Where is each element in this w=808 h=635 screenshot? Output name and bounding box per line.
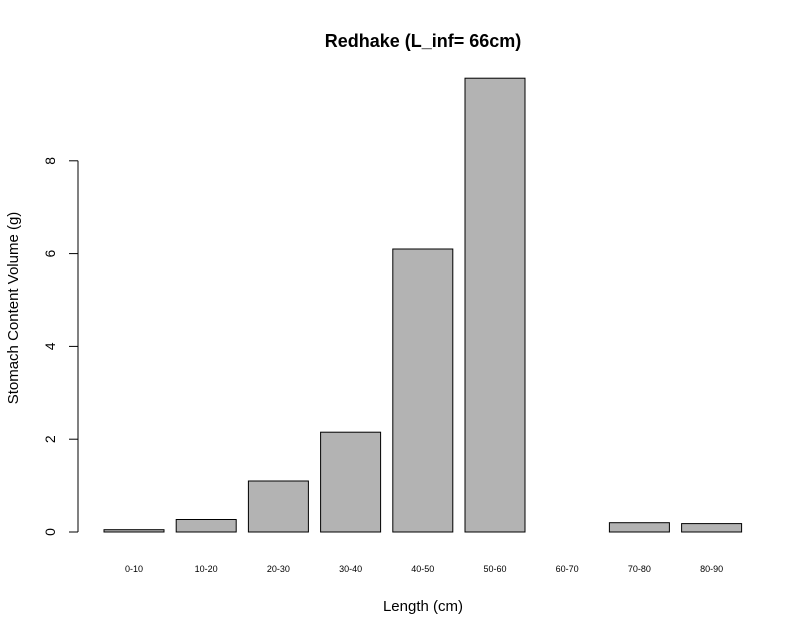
y-tick-label: 0 [42, 528, 58, 536]
y-axis: 0 2 4 6 8 [42, 157, 79, 536]
y-tick-label: 8 [42, 157, 58, 165]
x-axis-label: Length (cm) [383, 598, 463, 615]
x-tick-label: 20-30 [267, 564, 290, 574]
bar-50-60 [464, 77, 526, 533]
x-tick-label: 70-80 [628, 564, 651, 574]
x-tick-label: 80-90 [700, 564, 723, 574]
bar-40-50 [392, 248, 454, 533]
x-tick-label: 50-60 [483, 564, 506, 574]
y-tick-label: 6 [42, 249, 58, 257]
bar-70-80 [608, 522, 670, 533]
y-tick-label: 4 [42, 342, 58, 350]
bars [103, 77, 743, 533]
bar-30-40 [320, 431, 382, 533]
chart-title: Redhake (L_inf= 66cm) [325, 31, 522, 51]
bar-0-10 [103, 529, 165, 533]
x-tick-label: 0-10 [125, 564, 143, 574]
y-tick-label: 2 [42, 435, 58, 443]
bar-80-90 [681, 523, 743, 533]
bar-20-30 [247, 480, 309, 533]
x-tick-label: 60-70 [556, 564, 579, 574]
x-tick-label: 10-20 [195, 564, 218, 574]
x-tick-labels: 0-10 10-20 20-30 30-40 40-50 50-60 60-70 70-80 8… [125, 564, 723, 574]
x-tick-label: 30-40 [339, 564, 362, 574]
x-tick-label: 40-50 [411, 564, 434, 574]
y-axis-label: Stomach Content Volume (g) [5, 212, 22, 405]
bar-10-20 [175, 519, 237, 533]
